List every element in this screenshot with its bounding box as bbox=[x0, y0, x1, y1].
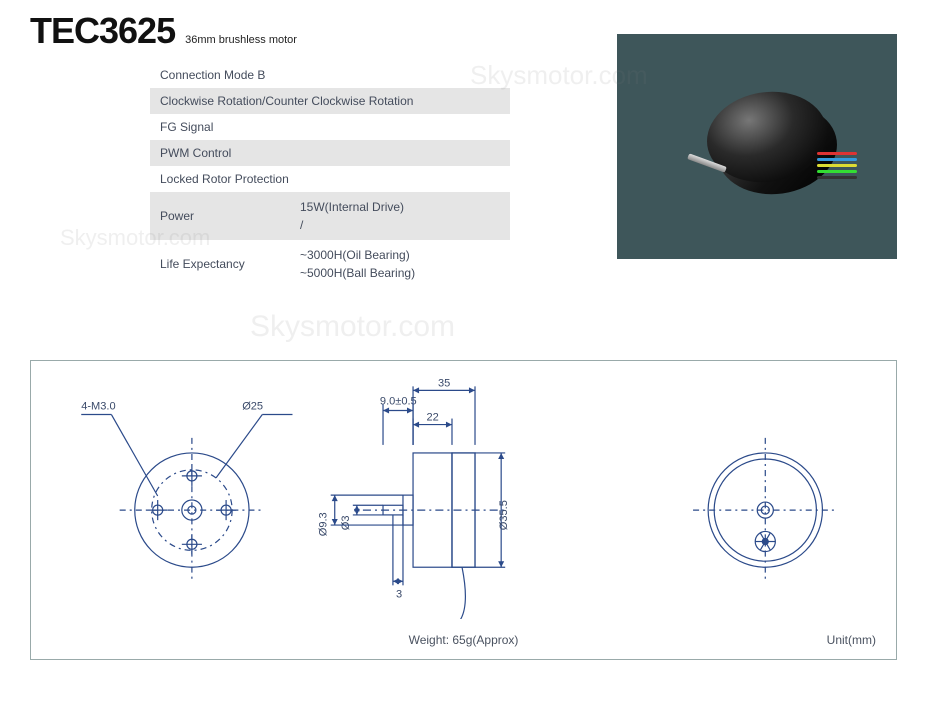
motor-wires-icon bbox=[817, 152, 857, 182]
spec-row: PWM Control bbox=[150, 140, 510, 166]
spec-power-value: 15W(Internal Drive) bbox=[300, 198, 500, 216]
svg-text:35: 35 bbox=[438, 377, 450, 389]
model-subtitle: 36mm brushless motor bbox=[185, 34, 297, 46]
spec-row: Locked Rotor Protection bbox=[150, 166, 510, 192]
spec-power-row: Power 15W(Internal Drive) / bbox=[150, 192, 510, 240]
drawing-weight: Weight: 65g(Approx) bbox=[31, 633, 896, 647]
spec-row: Clockwise Rotation/Counter Clockwise Rot… bbox=[150, 88, 510, 114]
drawing-unit: Unit(mm) bbox=[827, 633, 876, 647]
svg-text:22: 22 bbox=[426, 412, 438, 424]
spec-table: Connection Mode B Clockwise Rotation/Cou… bbox=[150, 62, 510, 288]
spec-life-value: ~5000H(Ball Bearing) bbox=[300, 264, 500, 282]
watermark: Skysmotor.com bbox=[250, 310, 455, 344]
spec-power-label: Power bbox=[150, 192, 290, 240]
spec-row: FG Signal bbox=[150, 114, 510, 140]
title-block: TEC3625 36mm brushless motor bbox=[30, 10, 297, 52]
svg-text:Ø35.5: Ø35.5 bbox=[498, 500, 510, 530]
product-photo bbox=[617, 34, 897, 259]
svg-text:Ø25: Ø25 bbox=[242, 400, 263, 412]
spec-life-value: ~3000H(Oil Bearing) bbox=[300, 246, 500, 264]
spec-row: Connection Mode B bbox=[150, 62, 510, 88]
svg-text:Ø3: Ø3 bbox=[340, 515, 352, 530]
engineering-drawing-panel: 4-M3.0 Ø25 9.0±0.5 35 22 Ø3 Ø9.3 Ø35.5 3 Weight:… bbox=[30, 360, 897, 660]
engineering-drawing-svg: 4-M3.0 Ø25 9.0±0.5 35 22 Ø3 Ø9.3 Ø35.5 3 bbox=[41, 371, 886, 619]
svg-text:9.0±0.5: 9.0±0.5 bbox=[380, 395, 417, 407]
motor-illustration bbox=[677, 82, 837, 212]
spec-life-row: Life Expectancy ~3000H(Oil Bearing) ~500… bbox=[150, 240, 510, 288]
svg-text:3: 3 bbox=[396, 588, 402, 600]
spec-power-value: / bbox=[300, 216, 500, 234]
spec-life-label: Life Expectancy bbox=[150, 240, 290, 288]
model-number: TEC3625 bbox=[30, 10, 175, 52]
svg-text:Ø9.3: Ø9.3 bbox=[318, 512, 330, 536]
svg-text:4-M3.0: 4-M3.0 bbox=[81, 400, 115, 412]
